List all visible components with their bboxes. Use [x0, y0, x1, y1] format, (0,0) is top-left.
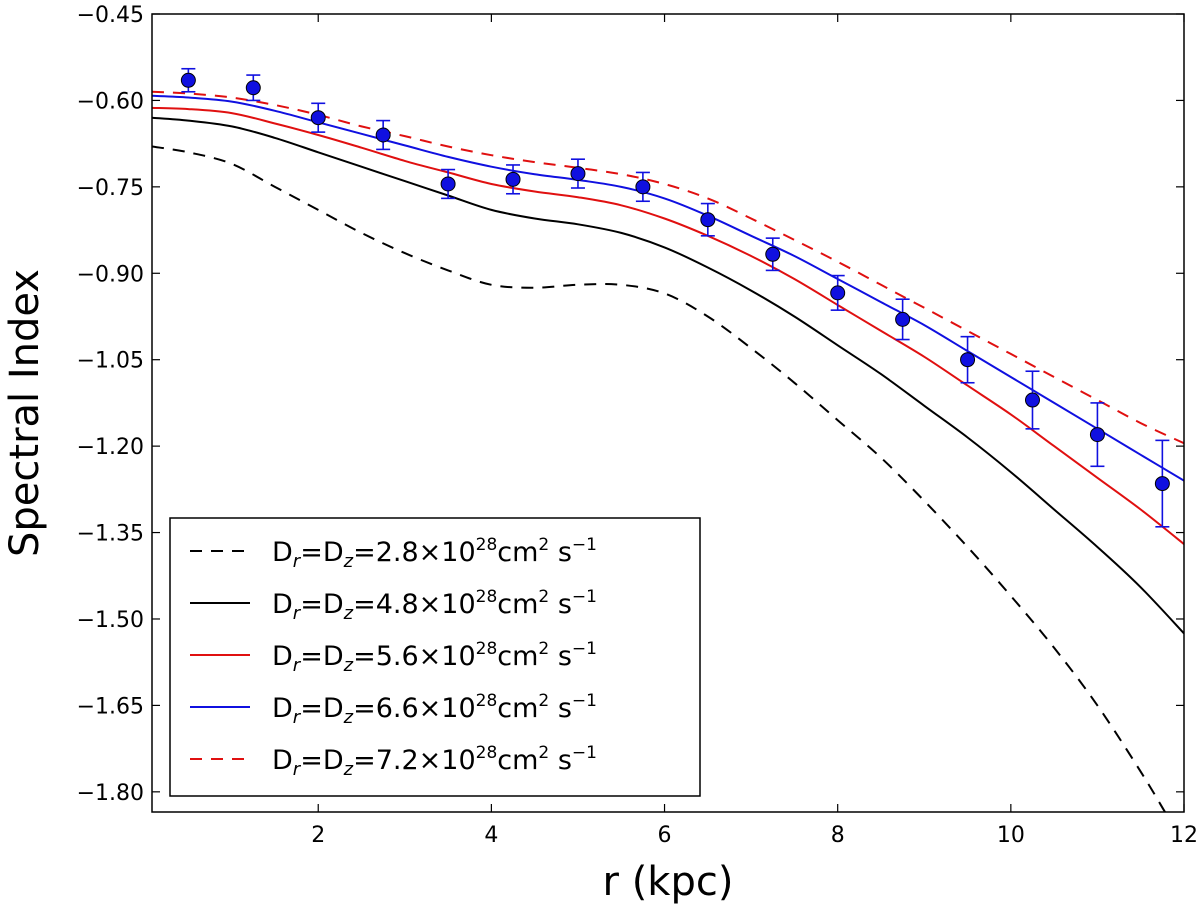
data-point: [310, 110, 326, 126]
y-tick-label: −1.65: [77, 694, 144, 719]
y-tick-label: −1.20: [77, 435, 144, 460]
series-line-2: [152, 116, 1184, 635]
legend-text-part: s: [549, 537, 572, 568]
x-tick-label: 12: [1170, 823, 1198, 848]
legend: Dr=Dz=2.8×1028cm2 s−1Dr=Dz=4.8×1028cm2 s…: [169, 517, 701, 797]
y-tick-label: −0.60: [77, 89, 144, 114]
data-point: [440, 176, 456, 192]
legend-text-part: z: [343, 707, 354, 728]
legend-text-part: =4.8×10: [353, 589, 476, 620]
y-tick-label: −1.05: [77, 349, 144, 374]
legend-text-part: D: [272, 641, 293, 672]
legend-text-part: r: [293, 603, 302, 624]
legend-text-part: z: [343, 655, 354, 676]
legend-text-part: 28: [476, 587, 498, 607]
axis-ticks: 2 4 6 8 10 12 −0.45 −0.60 −0.75 −0.90 −1.05 −1.20 −1…: [77, 3, 1198, 848]
legend-text-part: =D: [300, 641, 343, 672]
y-tick-label: −0.45: [77, 3, 144, 28]
data-point: [570, 166, 586, 182]
legend-text-part: 28: [476, 743, 498, 763]
legend-text-part: s: [549, 641, 572, 672]
legend-label-3: Dr=Dz=5.6×1028cm2 s−1: [272, 639, 597, 676]
legend-text-part: =D: [300, 745, 343, 776]
legend-text-part: =2.8×10: [353, 537, 476, 568]
series-line-1: [152, 145, 1166, 812]
y-axis-title: Spectral Index: [2, 269, 48, 557]
y-tick-label: −0.90: [77, 262, 144, 287]
y-tick-label: −1.35: [77, 522, 144, 547]
data-point: [1089, 427, 1105, 443]
legend-text-part: 28: [476, 535, 498, 555]
legend-text-part: D: [272, 745, 293, 776]
legend-text-part: cm: [497, 641, 538, 672]
legend-text-part: =6.6×10: [353, 693, 476, 724]
legend-text-part: r: [293, 655, 302, 676]
legend-text-part: =D: [300, 693, 343, 724]
data-point: [375, 127, 391, 143]
legend-text-part: 28: [476, 639, 498, 659]
data-point: [505, 171, 521, 187]
legend-text-part: −1: [572, 743, 597, 763]
legend-text-part: −1: [572, 587, 597, 607]
legend-text-part: r: [293, 707, 302, 728]
legend-text-part: r: [293, 551, 302, 572]
legend-text-part: 2: [538, 691, 549, 711]
legend-text-part: s: [549, 745, 572, 776]
y-tick-label: −1.50: [77, 608, 144, 633]
legend-label-2: Dr=Dz=4.8×1028cm2 s−1: [272, 587, 597, 624]
legend-text-part: D: [272, 693, 293, 724]
legend-box: [169, 517, 701, 797]
legend-text-part: 2: [538, 535, 549, 555]
x-tick-label: 4: [484, 823, 498, 848]
legend-text-part: cm: [497, 693, 538, 724]
legend-text-part: z: [343, 759, 354, 780]
legend-text-part: −1: [572, 639, 597, 659]
legend-text-part: =7.2×10: [353, 745, 476, 776]
legend-text-part: =5.6×10: [353, 641, 476, 672]
y-tick-label: −0.75: [77, 176, 144, 201]
legend-text-part: cm: [497, 589, 538, 620]
legend-label-4: Dr=Dz=6.6×1028cm2 s−1: [272, 691, 597, 728]
legend-text-part: z: [343, 603, 354, 624]
y-tick-label: −1.80: [77, 781, 144, 806]
series-line-3: [152, 106, 1184, 545]
plot-frame: [151, 13, 1185, 813]
x-axis-title: r (kpc): [603, 859, 734, 905]
legend-text-part: =D: [300, 589, 343, 620]
legend-text-part: r: [293, 759, 302, 780]
legend-text-part: s: [549, 693, 572, 724]
legend-label-1: Dr=Dz=2.8×1028cm2 s−1: [272, 535, 597, 572]
x-tick-label: 2: [311, 823, 325, 848]
x-tick-label: 6: [658, 823, 672, 848]
legend-text-part: z: [343, 551, 354, 572]
data-point: [180, 72, 196, 88]
data-point: [1024, 392, 1040, 408]
observed-points: [180, 67, 1170, 528]
data-point: [700, 212, 716, 228]
x-tick-label: 10: [997, 823, 1025, 848]
legend-text-part: 2: [538, 587, 549, 607]
legend-text-part: D: [272, 589, 293, 620]
legend-text-part: 2: [538, 743, 549, 763]
legend-text-part: =D: [300, 537, 343, 568]
data-point: [830, 285, 846, 301]
legend-text-part: −1: [572, 535, 597, 555]
data-point: [765, 246, 781, 262]
data-point: [635, 179, 651, 195]
legend-text-part: −1: [572, 691, 597, 711]
legend-text-part: D: [272, 537, 293, 568]
data-point: [895, 311, 911, 327]
legend-text-part: s: [549, 589, 572, 620]
legend-text-part: cm: [497, 745, 538, 776]
data-point: [1154, 476, 1170, 492]
legend-text-part: cm: [497, 537, 538, 568]
legend-label-5: Dr=Dz=7.2×1028cm2 s−1: [272, 743, 597, 780]
legend-text-part: 28: [476, 691, 498, 711]
data-point: [960, 352, 976, 368]
data-point: [245, 80, 261, 96]
legend-text-part: 2: [538, 639, 549, 659]
x-tick-label: 8: [831, 823, 845, 848]
